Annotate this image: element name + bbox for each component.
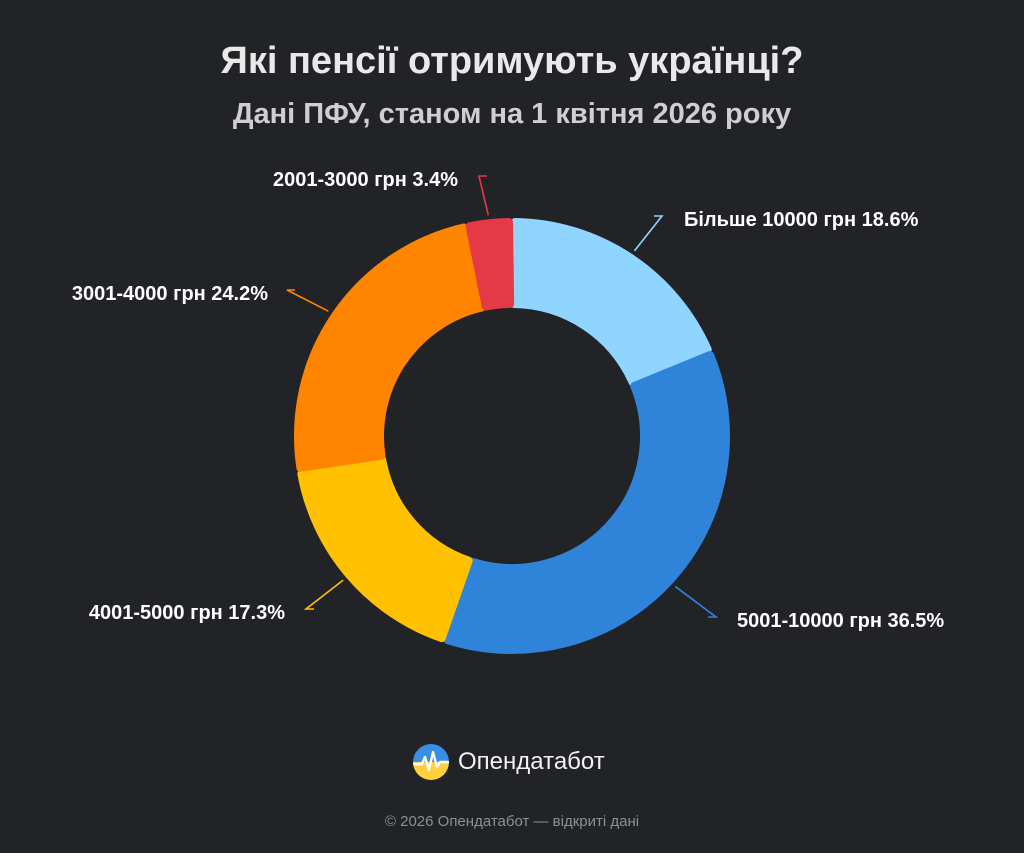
slice-label-5: 2001-3000 грн 3.4% — [273, 169, 458, 191]
slice-label-1: Більше 10000 грн 18.6% — [684, 209, 919, 231]
slice-3 — [297, 455, 473, 643]
slice-5 — [465, 218, 515, 311]
chart-subtitle: Дані ПФУ, станом на 1 квітня 2026 року — [232, 98, 792, 130]
slice-2 — [443, 351, 730, 654]
copyright-text: © 2026 Опендатабот — відкриті дані — [384, 813, 640, 830]
opendatabot-logo-icon — [413, 744, 449, 780]
leader-line-1 — [633, 215, 664, 252]
slice-label-4: 3001-4000 грн 24.2% — [72, 283, 268, 305]
donut-slices — [294, 218, 730, 654]
slice-4 — [294, 223, 487, 472]
brand-name: Опендатабот — [458, 748, 605, 775]
slice-labels: Більше 10000 грн 18.6% 5001-10000 грн 36.… — [72, 169, 945, 632]
brand-logo: Опендатабот — [412, 742, 605, 782]
leader-line-3 — [303, 579, 344, 610]
leader-line-2 — [674, 585, 719, 618]
leader-lines — [286, 175, 719, 618]
slice-1 — [509, 218, 712, 387]
chart-title: Які пенсії отримують українці? — [220, 40, 804, 82]
leader-line-5 — [477, 175, 490, 216]
leader-line-4 — [286, 289, 329, 312]
slice-label-3: 4001-5000 грн 17.3% — [89, 602, 285, 624]
slice-label-2: 5001-10000 грн 36.5% — [737, 610, 944, 632]
